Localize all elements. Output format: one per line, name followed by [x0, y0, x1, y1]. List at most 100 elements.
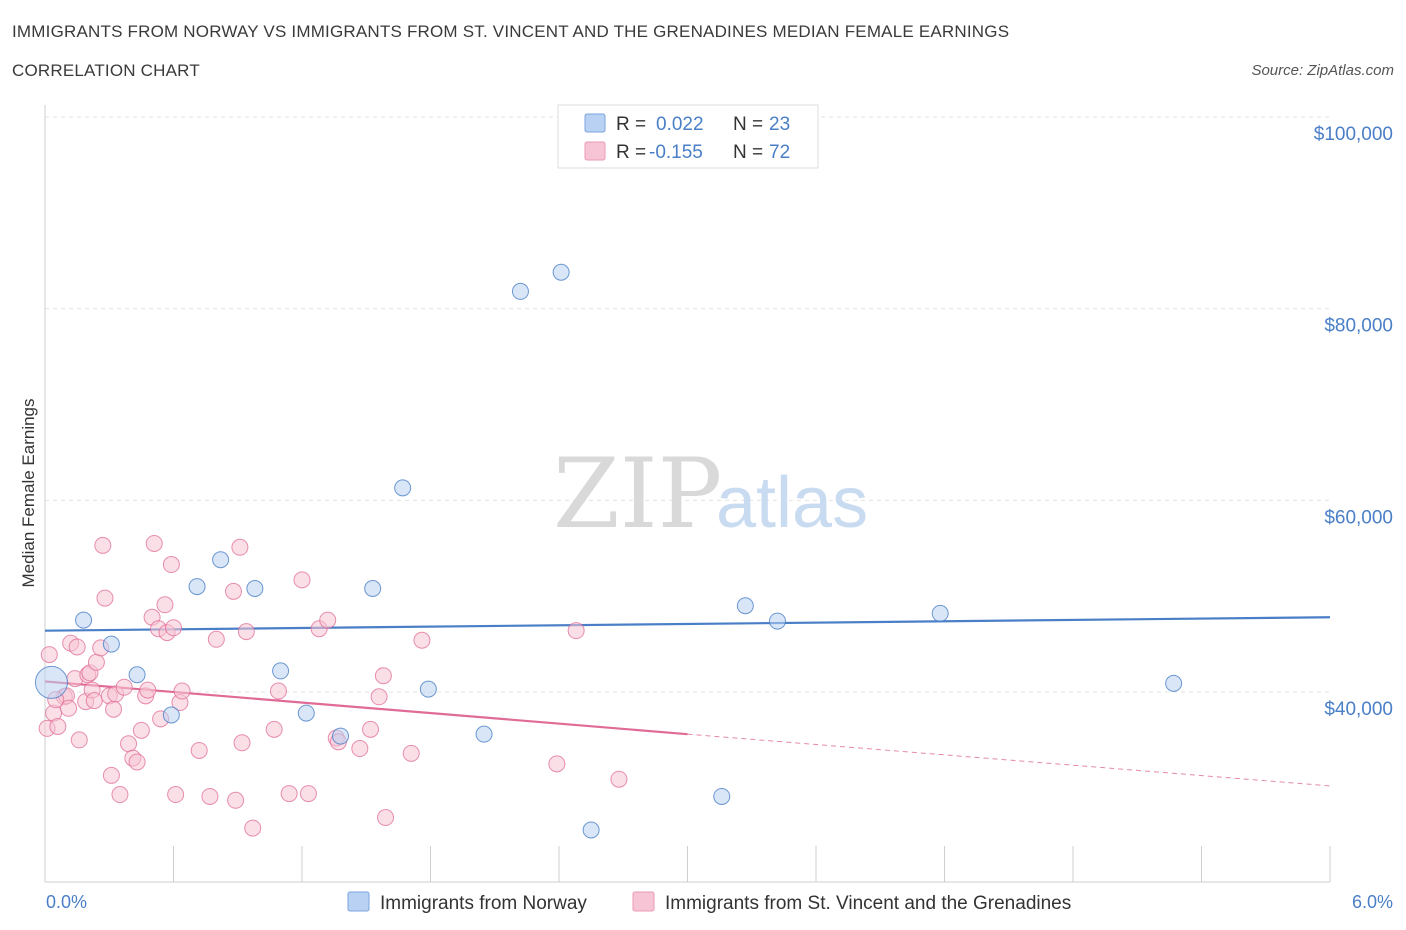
stvincent-point-69 [567, 622, 585, 640]
stvincent-point-38 [162, 556, 180, 574]
stvincent-point-43 [190, 741, 208, 759]
series-legend: Immigrants from Norway Immigrants from S… [347, 891, 1071, 914]
legend-norway-n-value: 23 [769, 114, 790, 135]
trend-lines [44, 616, 1331, 787]
legend-norway-r-value: 0.022 [656, 114, 704, 135]
stvincent-point-47 [227, 791, 245, 809]
y-tick-label-3: $40,000 [1324, 699, 1393, 720]
chart-title: IMMIGRANTS FROM NORWAY VS IMMIGRANTS FRO… [12, 22, 1010, 41]
stvincent-point-68 [548, 755, 566, 773]
bottom-legend-stvincent-label: Immigrants from St. Vincent and the Gren… [665, 893, 1071, 914]
norway-point-12 [394, 479, 412, 497]
norway-point-10 [332, 727, 350, 745]
norway-point-13 [419, 680, 437, 698]
stvincent-point-16 [87, 653, 105, 671]
watermark-atlas: atlas [716, 463, 868, 543]
stvincent-point-49 [233, 734, 251, 752]
watermark-zip: ZIP [553, 438, 722, 550]
x-tick-label-1: 6.0% [1352, 892, 1393, 912]
stvincent-point-54 [280, 785, 298, 803]
stvincent-point-44 [201, 787, 219, 805]
stvincent-point-62 [362, 720, 380, 738]
stvincent-point-64 [374, 667, 392, 685]
stvincent-point-18 [94, 536, 112, 554]
norway-points [34, 263, 1183, 839]
stvincent-point-63 [370, 688, 388, 706]
grid-lines [45, 116, 1330, 693]
norway-point-9 [297, 704, 315, 722]
norway-point-0 [34, 665, 68, 699]
norway-point-7 [246, 580, 264, 597]
stvincent-point-51 [244, 819, 262, 837]
legend-stvincent-n-value: 72 [769, 142, 790, 163]
legend-norway-n-label: N = [733, 114, 763, 135]
stvincent-point-21 [102, 766, 120, 784]
stvincent-point-42 [173, 682, 191, 700]
correlation-legend: R = 0.022 N = 23 R = -0.155 N = 72 [557, 104, 819, 169]
stvincent-point-25 [115, 678, 133, 696]
stvincent-point-3 [49, 718, 67, 735]
stvincent-point-58 [319, 611, 337, 629]
stvincent-point-1 [40, 646, 58, 664]
stvincent-point-33 [145, 534, 163, 552]
bottom-legend-stvincent-swatch [632, 891, 655, 912]
stvincent-point-15 [85, 692, 103, 710]
norway-point-6 [212, 551, 230, 569]
stvincent-point-24 [111, 786, 129, 804]
norway-point-20 [768, 612, 786, 630]
stvincent-point-66 [402, 744, 420, 762]
stvincent-point-40 [167, 786, 185, 804]
stvincent-point-50 [237, 623, 255, 641]
stvincent-point-39 [165, 619, 182, 637]
stvincent-point-9 [68, 638, 86, 656]
stvincent-point-22 [105, 700, 123, 718]
norway-point-22 [1165, 674, 1183, 692]
x-tick-labels: 0.0% 6.0% [46, 892, 1393, 912]
y-tick-labels: $100,000 $80,000 $60,000 $40,000 [1314, 124, 1393, 720]
stvincent-point-48 [231, 538, 249, 556]
stvincent-point-70 [610, 770, 628, 788]
legend-norway-r-label: R = [616, 114, 646, 135]
stvincent-point-46 [224, 582, 242, 600]
norway-point-8 [272, 662, 290, 680]
norway-point-11 [364, 580, 382, 597]
norway-point-18 [713, 787, 731, 805]
stvincent-point-29 [132, 721, 150, 739]
y-axis-label: Median Female Earnings [19, 399, 38, 588]
stvincent-point-28 [128, 753, 146, 771]
stvincent-trend-line-dashed [687, 733, 1331, 787]
norway-point-3 [128, 666, 146, 684]
stvincent-point-56 [299, 785, 317, 803]
y-tick-label-2: $60,000 [1324, 507, 1393, 528]
x-tick-label-0: 0.0% [46, 892, 87, 912]
norway-point-19 [736, 597, 754, 615]
stvincent-point-65 [377, 809, 395, 827]
norway-point-17 [582, 821, 600, 839]
stvincent-point-10 [70, 731, 88, 749]
stvincent-points [38, 534, 628, 837]
norway-point-1 [75, 611, 93, 629]
axes [44, 105, 1331, 883]
legend-stvincent-n-label: N = [733, 142, 763, 163]
stvincent-point-6 [60, 699, 78, 717]
chart-subtitle: CORRELATION CHART [12, 61, 200, 80]
y-tick-label-1: $80,000 [1324, 316, 1393, 337]
watermark: ZIP atlas [553, 438, 868, 550]
stvincent-point-26 [120, 735, 138, 753]
bottom-legend-norway-swatch [347, 891, 370, 912]
norway-point-21 [931, 604, 949, 622]
stvincent-point-53 [269, 682, 287, 700]
norway-point-5 [188, 578, 206, 596]
legend-norway-swatch [584, 113, 606, 133]
stvincent-point-67 [413, 631, 431, 649]
norway-point-15 [511, 282, 529, 300]
legend-stvincent-r-label: R = [616, 142, 646, 163]
bottom-legend-norway-label: Immigrants from Norway [380, 893, 587, 914]
norway-point-14 [475, 725, 493, 743]
y-tick-label-0: $100,000 [1314, 124, 1393, 145]
legend-stvincent-swatch [584, 141, 606, 161]
stvincent-point-52 [265, 720, 283, 738]
stvincent-point-31 [139, 681, 157, 699]
norway-point-2 [102, 635, 120, 653]
